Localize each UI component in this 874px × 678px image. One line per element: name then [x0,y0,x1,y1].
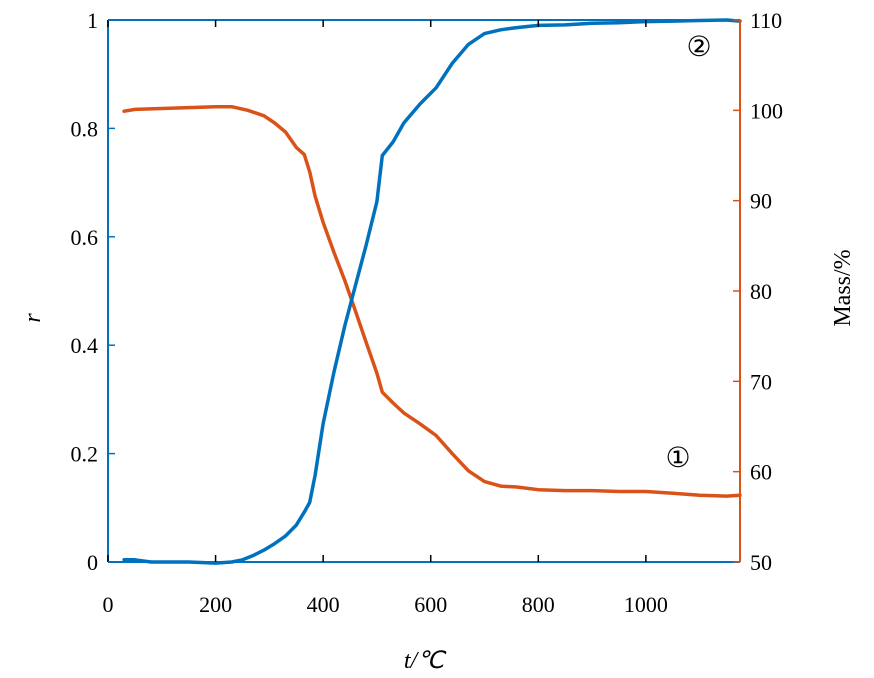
x-tick-label: 600 [414,592,447,617]
left-y-tick-label: 0.6 [71,225,99,250]
right-y-tick-label: 60 [750,460,772,485]
x-tick-label: 400 [307,592,340,617]
right-y-axis-title: Mass/% [830,249,856,326]
left-y-tick-label: 1 [87,8,98,33]
right-y-tick-label: 90 [750,189,772,214]
series-2-marker-label: ② [686,30,711,63]
left-y-tick-label: 0.4 [71,333,99,358]
x-tick-label: 1000 [624,592,668,617]
tick-labels: 0 200 400 600 800 1000 0 0.2 0.4 0.6 0.8 1 50 60 70 80 9… [71,8,784,617]
left-y-tick-label: 0 [87,550,98,575]
series-1-marker-label: ① [665,441,690,474]
x-tick-label: 0 [103,592,114,617]
series-line-1 [122,104,742,498]
right-y-tick-label: 70 [750,369,772,394]
right-y-tick-label: 110 [750,8,782,33]
series-layer [122,18,742,565]
x-tick-label: 200 [199,592,232,617]
left-y-axis-title: r [20,313,46,323]
right-y-tick-label: 100 [750,98,783,123]
left-y-tick-label: 0.2 [71,442,99,467]
right-y-tick-label: 50 [750,550,772,575]
x-axis-title: t/℃ [404,648,447,674]
right-y-tick-label: 80 [750,279,772,304]
series-line-2 [122,18,742,565]
x-tick-label: 800 [522,592,555,617]
left-y-tick-label: 0.8 [71,116,99,141]
axes [107,19,741,563]
